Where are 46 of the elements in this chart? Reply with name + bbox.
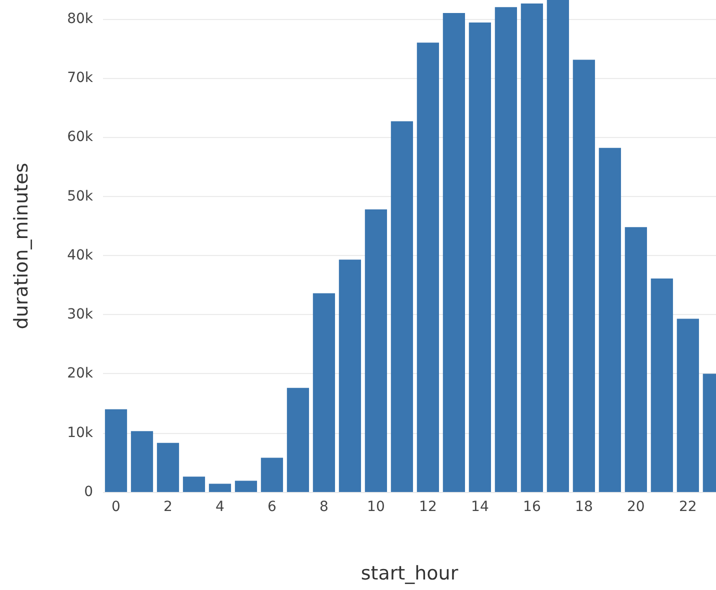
bar: [442, 13, 466, 492]
y-tick-label: 80k: [67, 10, 94, 27]
x-tick-label: 8: [320, 499, 328, 515]
bar: [182, 476, 206, 492]
x-tick-label: 4: [216, 499, 225, 515]
x-tick-label: 12: [419, 499, 437, 515]
y-tick-label: 10k: [67, 424, 94, 441]
y-axis-title: duration_minutes: [10, 162, 32, 330]
y-tick-label: 30k: [67, 306, 94, 323]
bar: [520, 4, 543, 492]
y-tick-label: 20k: [67, 366, 94, 382]
x-axis-title: start_hour: [360, 562, 458, 584]
bar: [468, 22, 491, 492]
bar: [286, 388, 310, 492]
bar: [546, 0, 569, 492]
bar: [156, 442, 180, 492]
x-tick-label: 14: [471, 499, 489, 515]
bar: [234, 480, 258, 492]
y-tick-label: 50k: [67, 188, 94, 204]
x-tick-label: 10: [367, 499, 385, 515]
bar: [338, 260, 362, 492]
bar: [624, 227, 647, 492]
bar: [104, 409, 128, 492]
y-tick-label: 60k: [67, 129, 94, 146]
x-tick-label: 6: [268, 499, 277, 515]
bar: [130, 431, 154, 492]
bar: [312, 293, 336, 492]
bar: [676, 318, 699, 492]
bar: [390, 121, 414, 492]
x-tick-label: 16: [523, 499, 541, 515]
x-tick-label: 20: [627, 499, 645, 515]
bar: [572, 60, 595, 492]
bar: [416, 42, 440, 492]
y-tick-label: 0: [84, 484, 93, 500]
bar: [598, 148, 621, 492]
x-tick-label: 2: [164, 499, 172, 515]
x-tick-label: 22: [679, 499, 697, 515]
bar: [260, 458, 284, 492]
y-tick-label: 70k: [67, 70, 94, 86]
bar: [208, 484, 232, 492]
x-tick-label: 0: [112, 499, 120, 515]
bar: [364, 209, 388, 492]
y-tick-label: 40k: [67, 247, 94, 264]
bar: [650, 278, 673, 492]
x-tick-label: 18: [575, 499, 593, 515]
bar: [494, 7, 517, 492]
